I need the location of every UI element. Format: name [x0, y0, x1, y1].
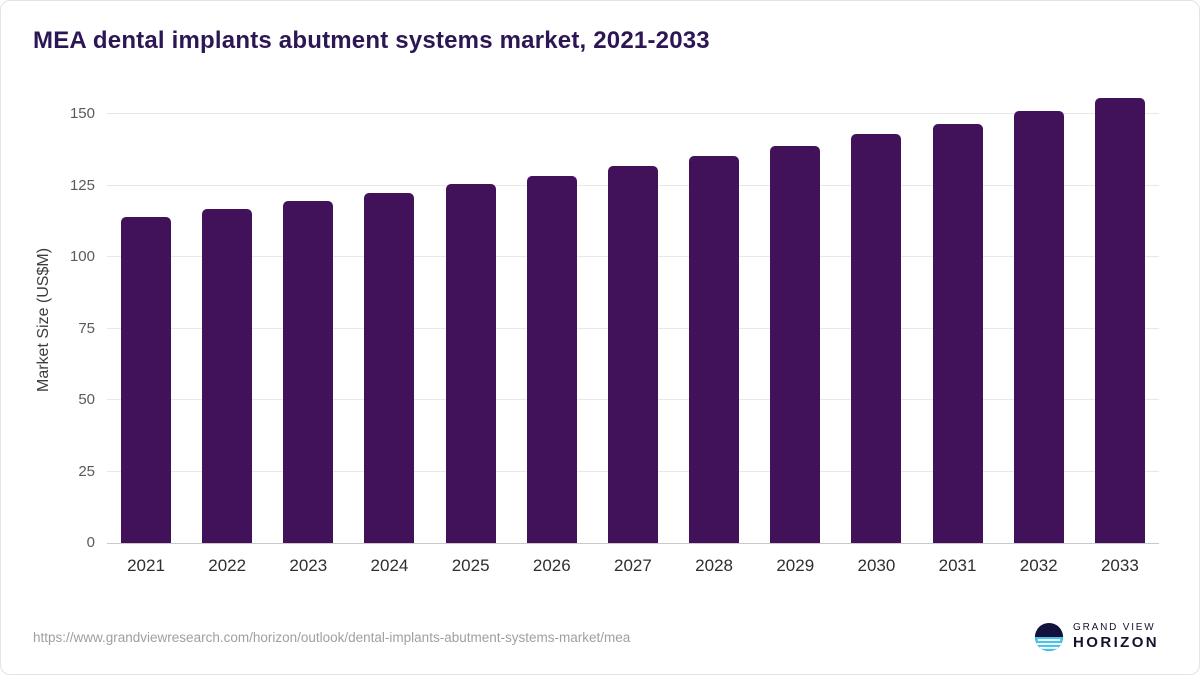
bar-2031	[932, 124, 983, 543]
y-tick-label-100: 100	[69, 248, 95, 266]
logo-text-grand-view: GRAND VIEW	[1073, 622, 1156, 633]
source-url: https://www.grandviewresearch.com/horizo…	[33, 629, 631, 645]
plot-area: 0 25 50 75 100 125 150	[70, 97, 1159, 551]
bars	[107, 97, 1159, 543]
grand-view-horizon-logo: GRAND VIEW HORIZON	[1034, 622, 1159, 652]
y-tick-label-75: 75	[78, 319, 95, 337]
x-axis-label-2031: 2031	[938, 556, 977, 575]
y-axis-title: Market Size (US$M)	[35, 247, 52, 393]
bar-2028	[689, 155, 740, 543]
x-axis-label-2021: 2021	[127, 556, 165, 575]
x-axis-label-2024: 2024	[370, 556, 409, 575]
bar-2026	[526, 175, 577, 543]
y-tick-label-125: 125	[69, 176, 95, 194]
x-axis-label-2025: 2025	[451, 556, 490, 575]
x-axis-label-2022: 2022	[208, 556, 247, 575]
y-tick-label-150: 150	[69, 105, 95, 123]
bar-2032	[1013, 111, 1064, 543]
bar-2023	[283, 201, 334, 543]
x-axis-label-2028: 2028	[695, 556, 733, 575]
bar-2025	[445, 184, 496, 543]
x-axis-labels: 2021 2022 2023 2024 2025 2026 2027 2028 2029 2030…	[107, 556, 1159, 576]
bar-2030	[851, 134, 902, 543]
bar-2024	[364, 192, 415, 543]
y-tick-label-50: 50	[78, 391, 95, 409]
logo-text: GRAND VIEW HORIZON	[1073, 622, 1159, 652]
horizon-logo-icon	[1034, 622, 1064, 652]
bar-2021	[121, 217, 171, 543]
bar-2027	[607, 165, 658, 543]
chart-title: MEA dental implants abutment systems mar…	[33, 27, 710, 54]
y-tick-label-0: 0	[86, 534, 95, 551]
bar-chart: Market Size (US$M) 0 25 50 75 100 125 150 2021…	[33, 97, 1159, 576]
chart-main: 0 25 50 75 100 125 150 2021 2022 2023 2024 2025 202…	[70, 97, 1159, 576]
bar-2022	[202, 208, 253, 543]
x-axis-label-2032: 2032	[1019, 556, 1058, 575]
logo-text-horizon: HORIZON	[1073, 634, 1159, 651]
x-axis-label-2033: 2033	[1100, 556, 1139, 575]
x-axis-label-2023: 2023	[289, 556, 328, 575]
y-tick-label-25: 25	[78, 462, 95, 480]
x-axis-label-2026: 2026	[532, 556, 571, 575]
bar-2033	[1094, 98, 1145, 543]
x-axis-label-2027: 2027	[614, 556, 652, 575]
footer: https://www.grandviewresearch.com/horizo…	[33, 622, 1159, 658]
bar-2029	[770, 145, 821, 543]
x-axis-label-2029: 2029	[776, 556, 815, 575]
x-axis-label-2030: 2030	[857, 556, 896, 575]
